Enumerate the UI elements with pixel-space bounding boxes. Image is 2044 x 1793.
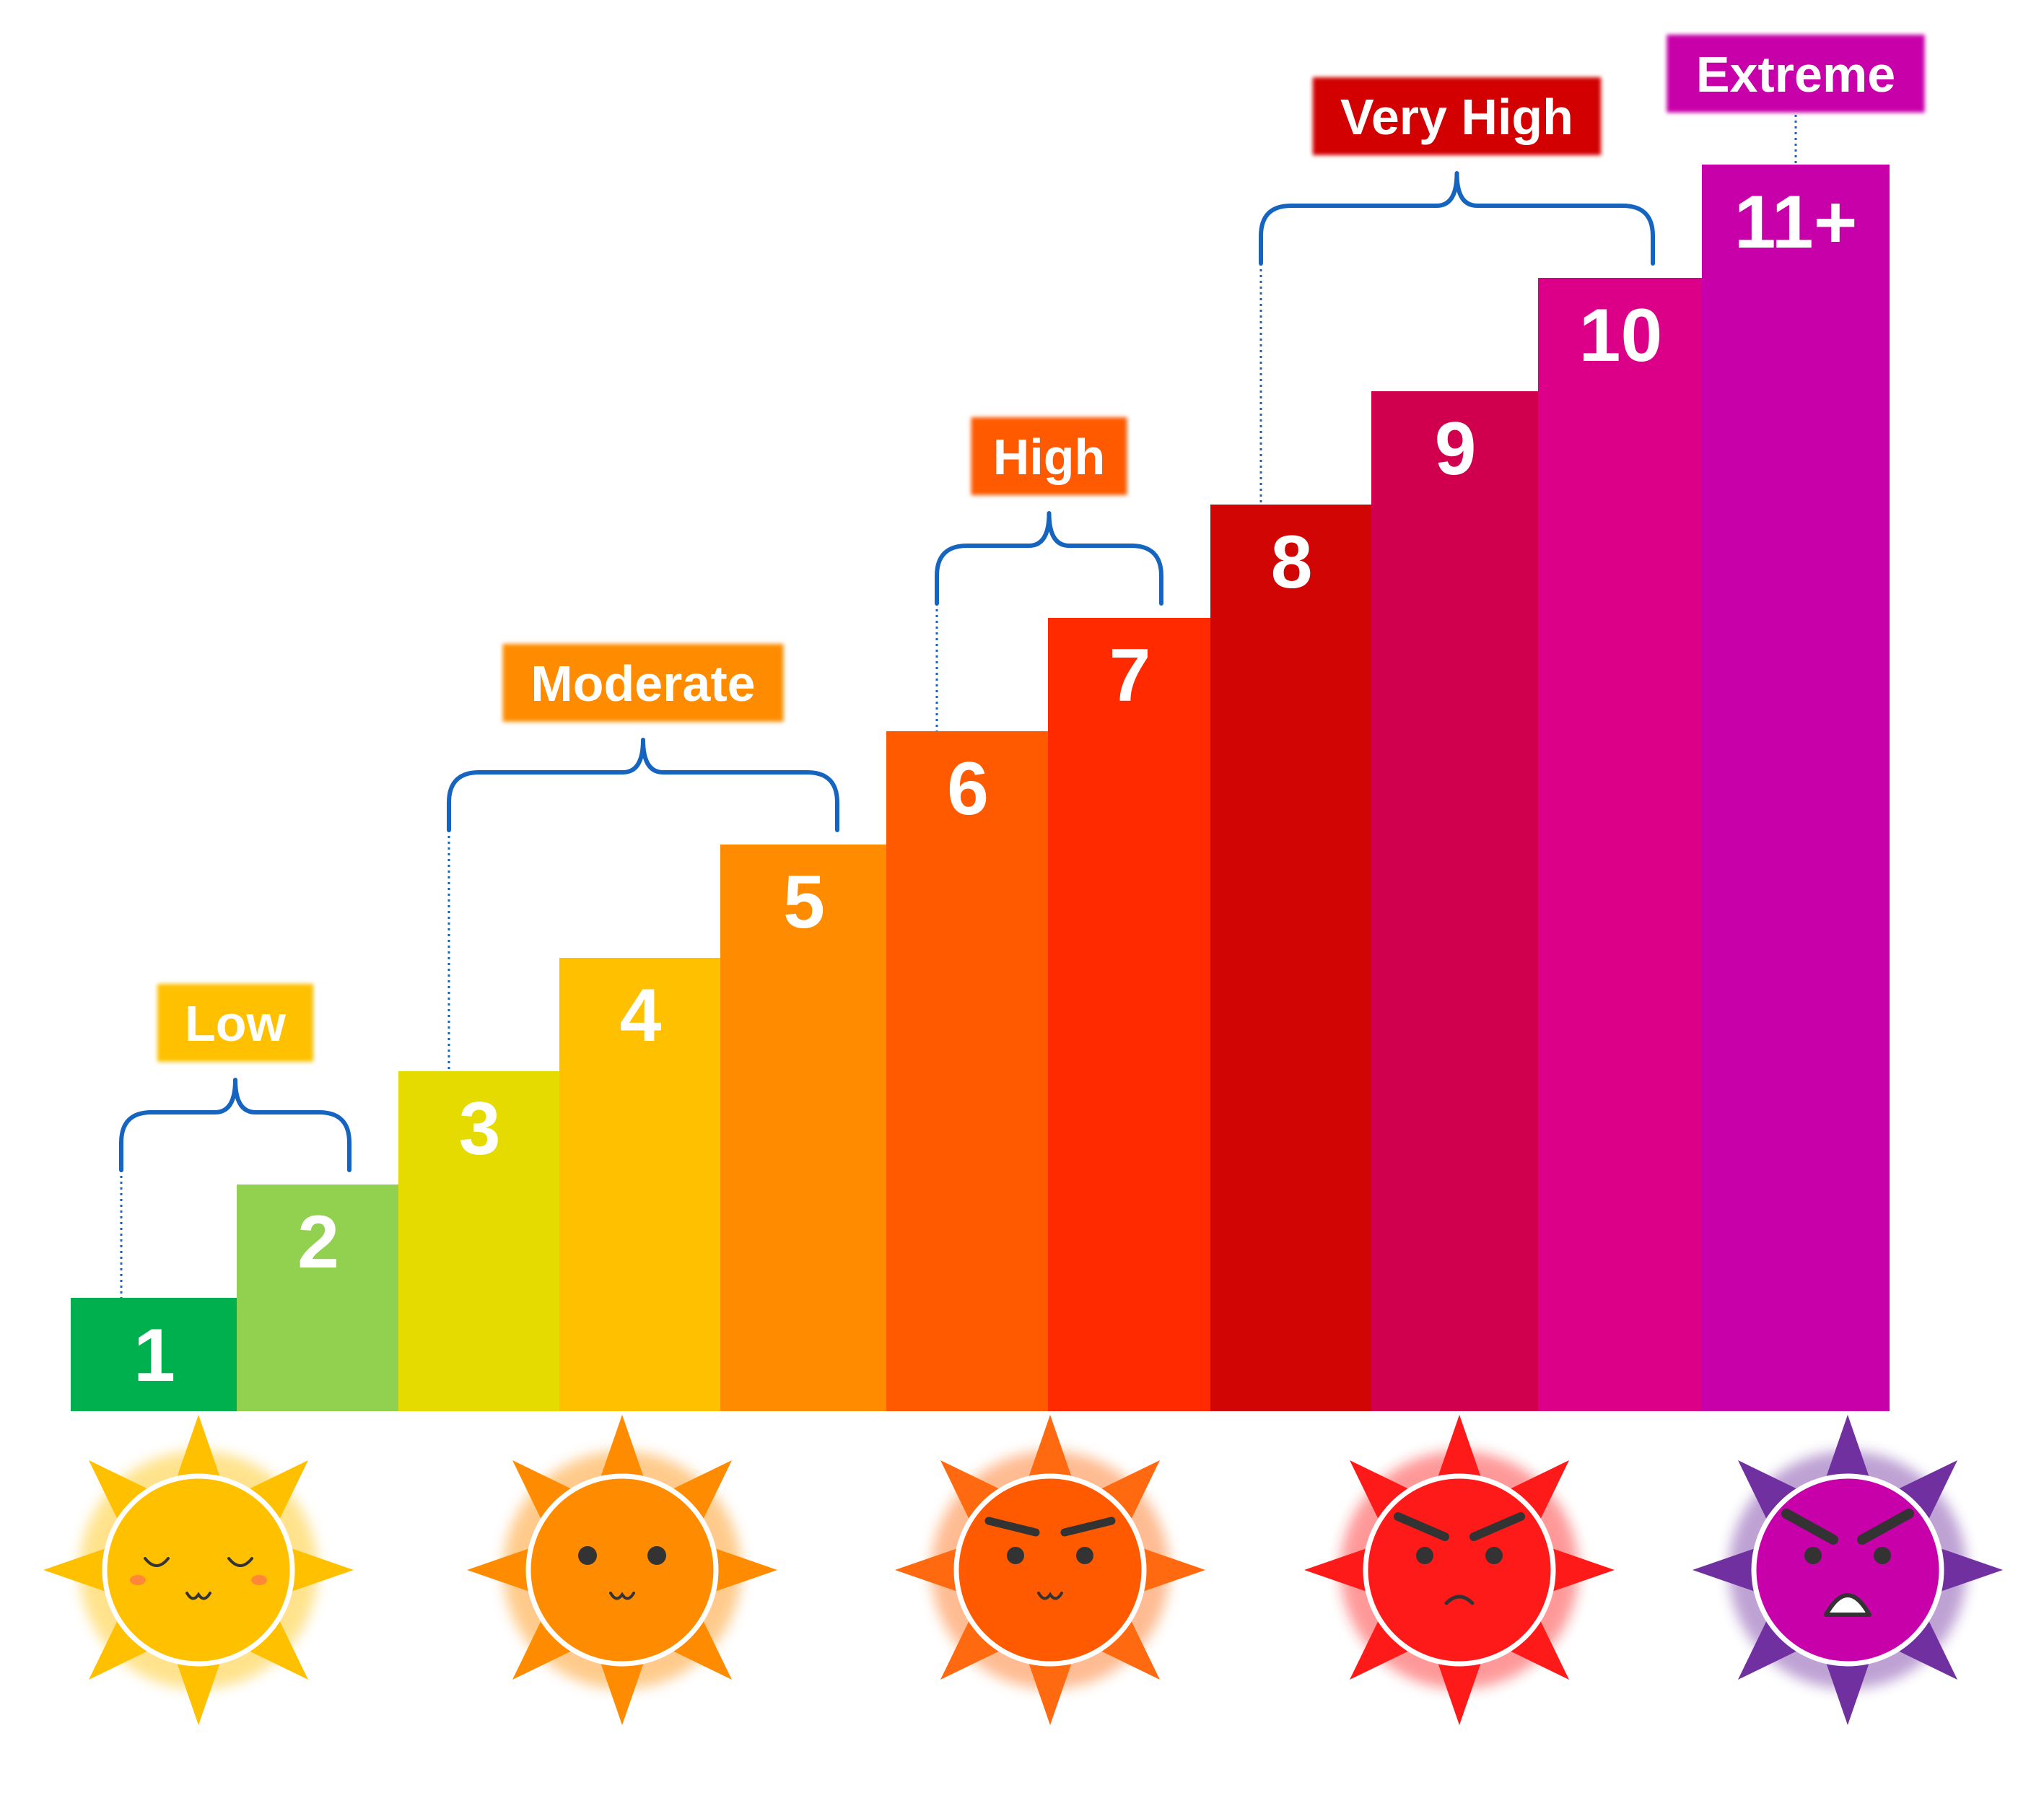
bar-11 [1702,165,1890,1411]
bar-9 [1371,391,1539,1411]
category-label-very-high: Very High [1340,89,1573,145]
bracket-low [121,1080,349,1170]
bar-label-5: 5 [783,860,825,944]
sun-low-face [105,1476,292,1664]
sun-high-face [956,1476,1144,1664]
category-label-extreme: Extreme [1696,46,1895,102]
bracket-very-high [1261,173,1653,263]
sun-very-high-face [1366,1476,1553,1664]
sun-high [895,1415,1205,1725]
bracket-high [937,513,1161,603]
bar-label-6: 6 [947,747,989,831]
bar-label-3: 3 [459,1087,501,1171]
sun-faces [43,1415,2003,1725]
bar-8 [1210,505,1373,1411]
sun-moderate [467,1415,777,1725]
bar-label-9: 9 [1435,407,1477,491]
category-label-high: High [993,429,1106,485]
bar-label-1: 1 [134,1314,175,1397]
bar-7 [1048,618,1212,1411]
bar-label-8: 8 [1271,520,1313,604]
bar-10 [1538,278,1703,1411]
sun-low [43,1415,354,1725]
bar-label-11: 11+ [1734,180,1858,264]
bar-label-2: 2 [297,1200,339,1284]
category-label-low: Low [185,995,287,1052]
category-label-moderate: Moderate [530,655,755,712]
sun-extreme-face [1754,1476,1942,1664]
bar-6 [886,731,1049,1411]
bar-label-4: 4 [620,974,662,1057]
sun-very-high [1304,1415,1615,1725]
sun-extreme [1693,1415,2003,1725]
bar-label-10: 10 [1579,294,1663,378]
bar-label-7: 7 [1109,634,1151,717]
sun-moderate-face [528,1476,716,1664]
bracket-moderate [449,740,837,830]
